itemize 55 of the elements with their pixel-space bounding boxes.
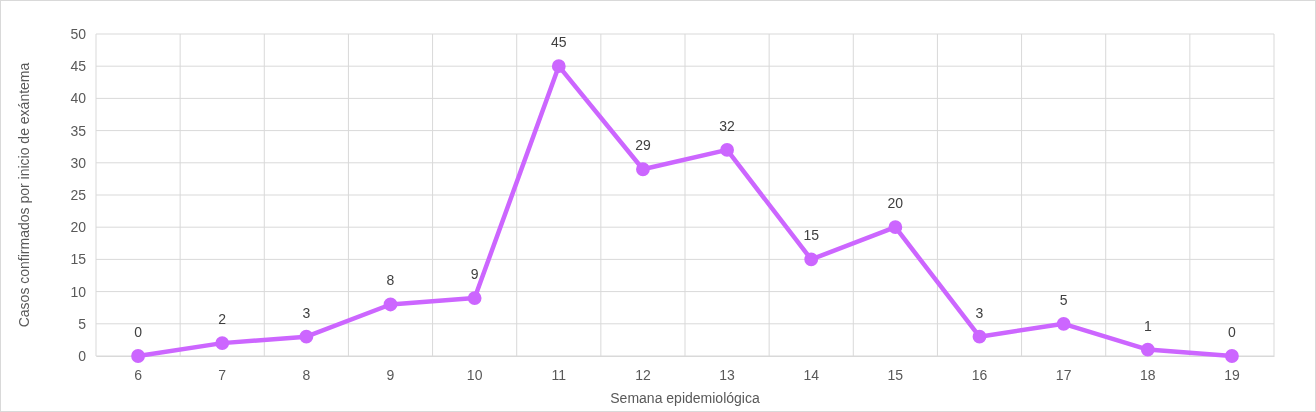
y-tick-label: 10 <box>70 283 87 300</box>
x-tick-label: 12 <box>635 366 651 383</box>
data-label: 0 <box>1228 324 1237 340</box>
x-tick-label: 10 <box>466 366 483 383</box>
x-tick-label: 13 <box>719 366 736 383</box>
x-tick-label: 18 <box>1140 366 1156 383</box>
x-tick-label: 11 <box>551 366 567 383</box>
point <box>215 336 230 351</box>
point <box>299 329 314 344</box>
data-label: 9 <box>470 266 479 283</box>
point <box>888 220 903 235</box>
x-tick-label: 7 <box>218 366 227 383</box>
data-label: 15 <box>803 227 820 244</box>
x-axis-title: Semana epidemiológica <box>610 390 760 406</box>
point <box>1056 316 1071 331</box>
data-label: 5 <box>1059 291 1068 308</box>
data-label: 2 <box>218 311 227 328</box>
data-label: 1 <box>1143 317 1152 334</box>
point <box>972 329 987 344</box>
y-tick-label: 5 <box>78 315 87 332</box>
data-label: 32 <box>719 117 736 134</box>
point <box>551 59 566 74</box>
y-tick-label: 30 <box>70 154 87 171</box>
x-tick-label: 6 <box>134 366 143 383</box>
data-label: 45 <box>551 34 567 51</box>
point <box>467 291 482 305</box>
x-tick-label: 15 <box>887 366 904 383</box>
y-tick-label: 25 <box>70 186 87 203</box>
point <box>636 162 650 177</box>
y-tick-label: 40 <box>70 90 87 107</box>
y-tick-label: 20 <box>70 219 87 236</box>
point <box>1225 349 1239 363</box>
data-label: 3 <box>302 304 311 321</box>
point <box>1140 342 1155 357</box>
point <box>383 297 398 312</box>
data-label: 0 <box>134 324 143 340</box>
x-tick-label: 9 <box>386 366 395 383</box>
x-tick-label: 19 <box>1224 366 1240 383</box>
x-tick-label: 14 <box>803 366 820 383</box>
data-label: 3 <box>975 304 984 321</box>
x-tick-label: 8 <box>302 366 311 383</box>
point <box>131 349 145 363</box>
data-label: 29 <box>635 137 651 154</box>
y-tick-label: 35 <box>70 122 87 139</box>
y-tick-label: 15 <box>70 251 87 268</box>
x-tick-label: 16 <box>971 366 988 383</box>
y-tick-label: 50 <box>70 25 87 42</box>
y-axis-title: Casos confirmados por inicio de exántema <box>16 62 32 328</box>
point <box>720 143 734 157</box>
point <box>804 252 819 267</box>
data-label: 8 <box>386 272 395 289</box>
y-tick-label: 0 <box>78 347 87 364</box>
y-tick-label: 45 <box>70 58 87 75</box>
x-tick-label: 17 <box>1055 366 1072 383</box>
data-label: 20 <box>887 195 904 212</box>
